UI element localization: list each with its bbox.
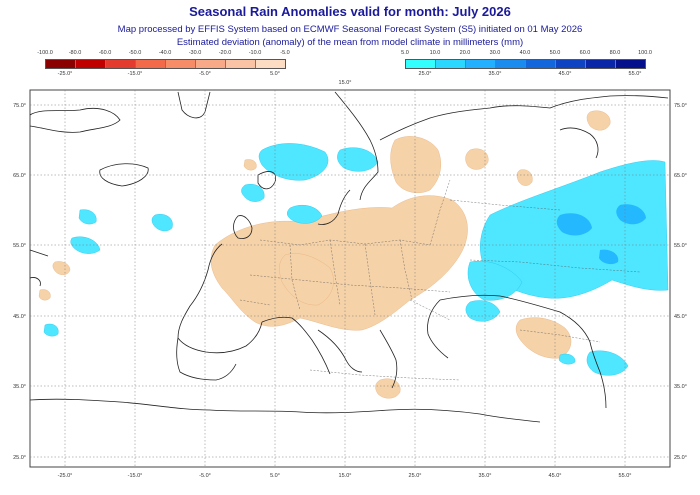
legend-longitude-label: 5.0° [270,71,280,77]
coordinate-label: -25.0° [58,473,73,479]
strong-wet-anomaly-areas [556,204,646,265]
legend-value-label: 80.0 [609,50,621,56]
legend-value-label: 10.0 [429,50,441,56]
legend-longitude-label: 35.0° [488,71,502,77]
coordinate-label: 15.0° [339,473,352,479]
legend-color-swatch [76,60,106,68]
coordinate-label: 75.0° [13,103,26,109]
legend-color-swatch [166,60,196,68]
coordinate-label: 35.0° [674,384,687,390]
legend-value-label: -30.0 [188,50,202,56]
legend-value-label: 40.0 [519,50,531,56]
legend-longitude-label: -5.0° [199,71,211,77]
legend-color-swatch [406,60,436,68]
coordinate-label: 65.0° [13,173,26,179]
coordinate-label: 15.0° [339,80,352,86]
legend-value-label: -80.0 [68,50,82,56]
legend-color-swatch [436,60,466,68]
legend-value-label: 30.0 [489,50,501,56]
coordinate-label: 55.0° [674,243,687,249]
legend-longitude-label: -25.0° [57,71,73,77]
legend-color-swatch [586,60,616,68]
legend-color-swatch [466,60,496,68]
coordinate-label: 25.0° [409,473,422,479]
legend-value-label: -50.0 [128,50,142,56]
legend-value-label: -5.0 [280,50,290,56]
legend-color-swatch [136,60,166,68]
coordinate-label: 45.0° [549,473,562,479]
legend-value-label: -60.0 [98,50,112,56]
graticule [30,90,670,467]
legend-color-swatch [496,60,526,68]
coordinate-label: 55.0° [619,473,632,479]
coordinate-label: 65.0° [674,173,687,179]
coordinate-label: 45.0° [674,314,687,320]
legend-color-swatch [556,60,586,68]
legend-longitude-label: -15.0° [127,71,143,77]
legend-color-swatch [616,60,645,68]
legend-color-swatch [106,60,136,68]
negative-anomaly-legend: -100.0 -80.0 -60.0 -50.0 -40.0 -30.0 -20.0 -10.… [37,50,295,80]
coordinate-label: 25.0° [13,455,26,461]
legend-value-label: 100.0 [638,50,652,56]
legend-longitude-label: 55.0° [628,71,642,77]
legend-color-swatch [46,60,76,68]
coordinate-label: -15.0° [128,473,143,479]
legend-longitude-label: 25.0° [418,71,432,77]
legend-color-swatch [256,60,285,68]
map-subtitle-units: Estimated deviation (anomaly) of the mea… [176,37,524,48]
legend-value-label: 50.0 [549,50,561,56]
coordinate-label: 35.0° [479,473,492,479]
country-borders [239,179,641,381]
coordinate-label: -5.0° [199,473,211,479]
legend-value-label: -10.0 [248,50,262,56]
legend-color-bar [45,59,286,69]
legend-value-label: -40.0 [158,50,172,56]
map-title: Seasonal Rain Anomalies valid for month:… [189,4,511,19]
coordinate-label: 5.0° [270,473,280,479]
legend-value-label: -100.0 [37,50,53,56]
legend-longitude-label: 45.0° [558,71,572,77]
legend-value-label: 60.0 [579,50,591,56]
coordinate-label: 55.0° [13,243,26,249]
positive-anomaly-legend: 5.0 10.0 20.0 30.0 40.0 50.0 60.0 80.0 100.0 25.0… [400,50,655,80]
coordinate-label: 75.0° [674,103,687,109]
legend-value-label: -20.0 [218,50,232,56]
map-subtitle-processing: Map processed by EFFIS System based on E… [117,24,583,35]
legend-color-swatch [526,60,556,68]
coordinate-label: 45.0° [13,314,26,320]
legend-color-bar [405,59,646,69]
legend-value-label: 20.0 [459,50,471,56]
coordinate-label: 35.0° [13,384,26,390]
coastlines [29,91,669,423]
coordinate-label: 25.0° [674,455,687,461]
legend-color-swatch [196,60,226,68]
legend-value-label: 5.0 [401,50,409,56]
legend-color-swatch [226,60,256,68]
